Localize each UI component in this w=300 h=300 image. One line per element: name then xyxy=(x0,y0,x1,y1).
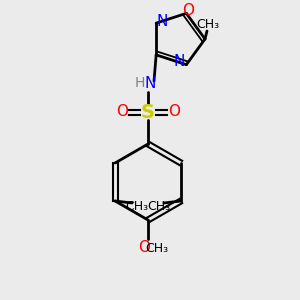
Text: N: N xyxy=(144,76,156,91)
Text: N: N xyxy=(174,54,185,69)
Text: CH₃: CH₃ xyxy=(125,200,149,212)
Text: H: H xyxy=(135,76,145,90)
Text: CH₃: CH₃ xyxy=(146,242,169,254)
Text: O: O xyxy=(168,104,180,119)
Text: O: O xyxy=(116,104,128,119)
Text: O: O xyxy=(182,3,194,18)
Text: N: N xyxy=(157,14,168,28)
Text: CH₃: CH₃ xyxy=(196,19,220,32)
Text: O: O xyxy=(138,241,150,256)
Text: S: S xyxy=(141,103,155,122)
Text: CH₃: CH₃ xyxy=(147,200,170,212)
